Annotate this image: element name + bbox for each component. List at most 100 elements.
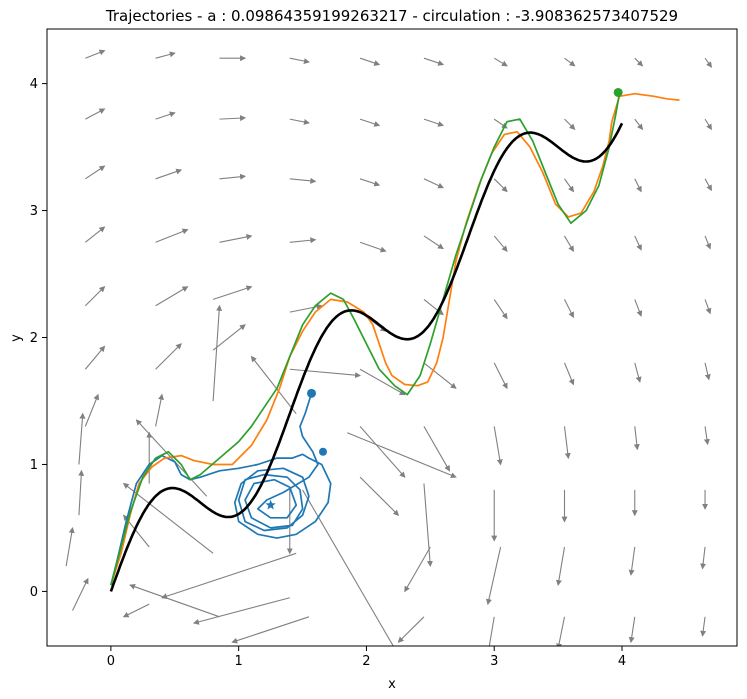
quiver-arrow	[493, 362, 508, 390]
quiver-arrow	[634, 57, 644, 67]
quiver-arrow	[628, 546, 636, 576]
quiver-arrow	[423, 362, 457, 389]
quiver-arrow	[704, 57, 713, 68]
y-tick-label: 2	[30, 331, 38, 346]
quiver-arrow	[564, 235, 574, 253]
quiver-arrow	[704, 178, 712, 192]
quiver-arrow	[219, 115, 247, 122]
trajectory-blue	[110, 393, 332, 586]
reference-curve	[109, 122, 624, 592]
quiver-arrow	[628, 616, 636, 644]
quiver-arrow	[65, 526, 75, 567]
quiver-arrow	[493, 57, 508, 67]
quiver-arrow	[122, 603, 150, 618]
quiver-arrow	[250, 355, 297, 415]
x-tick-label: 4	[618, 654, 626, 669]
quiver-arrow	[155, 393, 164, 427]
quiver-arrow	[84, 393, 100, 427]
quiver-arrow	[289, 177, 317, 184]
trajectory-green	[110, 93, 621, 586]
quiver-arrow	[347, 432, 457, 479]
quiver-arrow	[404, 546, 431, 593]
quiver-arrow	[212, 324, 246, 351]
chart-title: Trajectories - a : 0.09864359199263217 -…	[105, 7, 678, 25]
quiver-arrow	[289, 118, 310, 125]
x-axis-label: x	[388, 677, 396, 692]
markers	[265, 87, 623, 510]
quiver-arrow	[122, 482, 214, 554]
quiver-arrow	[563, 362, 575, 386]
quiver-arrow	[704, 362, 711, 381]
mid-marker-blue	[319, 447, 327, 456]
quiver-arrow	[423, 178, 445, 189]
quiver-arrow	[155, 168, 183, 180]
quiver-arrow	[84, 226, 106, 243]
quiver-arrow	[555, 546, 566, 587]
quiver-arrow	[359, 368, 406, 396]
x-tick-label: 1	[235, 654, 243, 669]
quiver-arrow	[423, 118, 445, 127]
quiver-arrow	[212, 304, 223, 402]
quiver-arrow	[359, 57, 381, 66]
quiver-arrow	[564, 57, 576, 67]
quiver-arrow	[85, 165, 106, 180]
quiver-arrow	[78, 469, 85, 516]
reference-curve-group	[109, 122, 624, 592]
quiver-arrow	[84, 345, 106, 370]
quiver-arrow	[359, 118, 381, 127]
quiver-arrow	[84, 286, 106, 307]
quiver-arrow	[423, 483, 433, 568]
quiver-arrow	[700, 546, 707, 570]
start-marker-blue	[265, 499, 276, 510]
quiver-arrow	[359, 476, 400, 516]
y-tick-label: 4	[30, 77, 38, 92]
quiver-arrow	[564, 178, 575, 193]
quiver-arrow	[493, 235, 508, 252]
x-tick-label: 3	[490, 654, 498, 669]
x-axis: 0 1 2 3 4	[107, 646, 626, 669]
quiver-arrow	[155, 51, 176, 59]
quiver-arrow	[359, 426, 406, 478]
quiver-arrow	[493, 299, 508, 320]
quiver-arrow	[155, 343, 182, 370]
quiver-arrow	[85, 49, 106, 59]
quiver-arrow	[704, 118, 712, 131]
quiver-arrow	[192, 597, 290, 625]
quiver-arrow	[423, 235, 444, 250]
quiver-arrow	[564, 118, 576, 130]
quiver-arrow	[161, 552, 297, 600]
quiver-arrow	[359, 178, 381, 187]
quiver-arrow	[289, 368, 362, 379]
quiver-arrow	[703, 426, 710, 446]
trajectories	[110, 92, 680, 586]
quiver-arrow	[563, 426, 571, 460]
quiver-arrow	[219, 233, 253, 243]
quiver-arrow	[359, 241, 387, 253]
quiver-arrow	[129, 583, 220, 618]
quiver-arrow	[556, 616, 566, 646]
y-tick-label: 0	[30, 585, 38, 600]
quiver-field	[65, 49, 713, 646]
quiver-arrow	[397, 616, 425, 643]
quiver-arrow	[493, 178, 508, 193]
quiver-arrow	[704, 235, 712, 250]
x-tick-label: 0	[107, 654, 115, 669]
quiver-arrow	[423, 57, 445, 66]
y-axis: 0 1 2 3 4	[30, 77, 47, 600]
quiver-arrow	[289, 303, 323, 313]
quiver-arrow	[135, 419, 208, 497]
quiver-arrow	[634, 299, 643, 317]
quiver-arrow	[634, 235, 642, 251]
quiver-arrow	[488, 616, 495, 646]
quiver-arrow	[155, 111, 176, 120]
quiver-arrow	[85, 108, 106, 120]
quiver-arrow	[212, 285, 253, 300]
quiver-arrow	[704, 299, 712, 315]
quiver-arrow	[155, 228, 189, 243]
y-tick-label: 3	[30, 204, 38, 219]
quiver-arrow	[634, 178, 642, 193]
quiver-arrow	[634, 118, 644, 131]
quiver-arrow	[289, 57, 310, 64]
quiver-arrow	[289, 237, 317, 244]
